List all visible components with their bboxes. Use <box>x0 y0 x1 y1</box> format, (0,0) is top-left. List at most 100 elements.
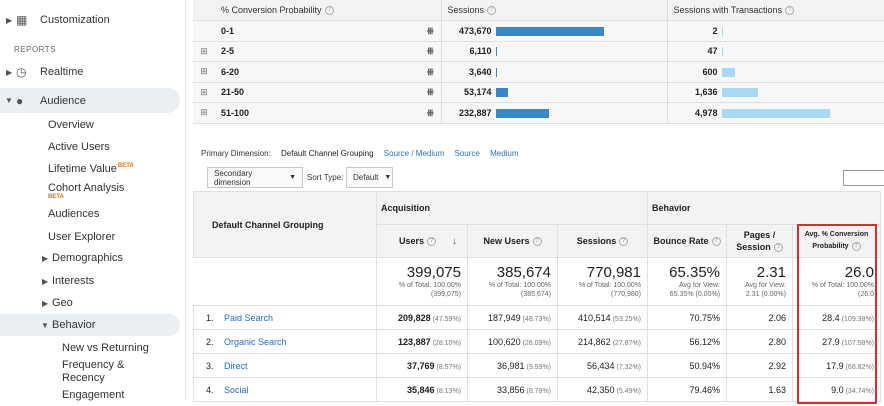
primary-dimension-label: Primary Dimension: <box>201 149 271 158</box>
help-icon[interactable]: ? <box>785 6 795 16</box>
dimension-link-medium[interactable]: Medium <box>490 149 519 158</box>
pivot-icon[interactable]: ⧻ <box>426 87 435 99</box>
sidebar-item-engagement[interactable]: Engagement <box>0 384 180 406</box>
transactions-bar <box>721 26 723 36</box>
users-cell: 209,828 (47.59%) <box>376 305 468 330</box>
total-sub: % of Total: 100.00% <box>578 282 641 289</box>
sessions-bar <box>495 47 497 57</box>
channel-link[interactable]: Organic Search <box>224 336 287 347</box>
sort-type-dropdown[interactable]: Default ▼ <box>346 167 393 188</box>
help-icon[interactable]: ? <box>851 241 861 251</box>
channel-link[interactable]: Paid Search <box>224 312 274 323</box>
total-bounce-rate: 65.35% Avg for View: 65.35% (0.00%) <box>647 257 727 306</box>
dimension-link-source[interactable]: Source <box>454 149 480 158</box>
cell-pct: (7.32%) <box>616 363 641 371</box>
cell-pct: (28.10%) <box>432 339 461 347</box>
sidebar-item-audiences[interactable]: Audiences <box>0 203 180 225</box>
table-row: 2. Organic Search 123,887 (28.10%) 100,620 (2… <box>193 329 881 354</box>
pivot-icon[interactable]: ⧻ <box>426 25 435 37</box>
channel-link[interactable]: Social <box>224 384 249 395</box>
transactions-value: 2 <box>712 25 718 36</box>
transactions-cell: 2 <box>667 20 884 42</box>
col-header-sessions[interactable]: Sessions? <box>441 0 668 21</box>
col-header-avg-conversion-probability[interactable]: Avg. % Conversion Probability? <box>792 224 881 258</box>
range-cell: 2-5 ⧻ <box>215 41 442 62</box>
col-header-pages-per-session[interactable]: Pages / Session? <box>726 224 793 258</box>
sidebar-item-customization[interactable]: ▶ ▦ Customization <box>0 9 180 31</box>
pivot-icon[interactable]: ⧻ <box>426 66 435 78</box>
sidebar-item-user-explorer[interactable]: User Explorer <box>0 226 180 248</box>
sidebar-item-frequency-recency[interactable]: Frequency & Recency <box>0 355 180 385</box>
dimension-link-source-medium[interactable]: Source / Medium <box>383 149 445 158</box>
table-row: 3. Direct 37,769 (8.57%) 36,981 (9.59%) 56,434… <box>193 353 881 378</box>
cell-pct: (53.25%) <box>612 315 641 323</box>
header-label: Session <box>736 242 771 252</box>
help-icon[interactable]: ? <box>487 6 497 16</box>
sidebar-item-active-users[interactable]: Active Users <box>0 136 180 158</box>
help-icon[interactable]: ? <box>427 236 437 246</box>
table-row: ⊞ 2-5 ⧻ 6,110 47 <box>193 41 884 62</box>
sidebar-item-demographics[interactable]: ▶ Demographics <box>0 247 180 269</box>
expand-icon[interactable]: ⊞ <box>193 41 215 62</box>
secondary-dimension-dropdown[interactable]: Secondary dimension ▼ <box>207 167 303 188</box>
sessions-cell: 214,862 (27.87%) <box>557 329 648 354</box>
range-cell: 51-100 ⧻ <box>215 102 442 124</box>
sidebar-item-realtime[interactable]: ▶ ◷ Realtime <box>0 61 180 83</box>
sort-arrow-down-icon[interactable]: ↓ <box>452 235 458 247</box>
expand-icon[interactable]: ⊞ <box>193 102 215 124</box>
cell-value: 1.63 <box>768 384 786 395</box>
row-number: 3. <box>206 360 214 371</box>
expand-icon[interactable]: ⊞ <box>193 82 215 103</box>
sidebar-item-overview[interactable]: Overview <box>0 114 180 136</box>
sidebar-item-label: Audiences <box>48 208 100 220</box>
help-icon[interactable]: ? <box>619 237 629 247</box>
channel-cell: 2. Organic Search <box>193 329 377 354</box>
col-header-users[interactable]: Users? ↓ <box>376 224 468 258</box>
beta-badge: BETA <box>117 163 134 170</box>
help-icon[interactable]: ? <box>711 237 721 247</box>
expand-icon[interactable] <box>193 20 215 42</box>
header-spacer <box>193 0 215 21</box>
col-header-bounce-rate[interactable]: Bounce Rate? <box>647 224 727 258</box>
col-header-conversion-probability[interactable]: % Conversion Probability? <box>215 0 442 21</box>
dropdown-label: Default <box>353 173 379 182</box>
sessions-bar <box>495 26 604 36</box>
clock-icon: ◷ <box>16 65 27 79</box>
transactions-value: 4,978 <box>694 107 718 118</box>
sessions-cell: 56,434 (7.32%) <box>557 353 648 378</box>
table-row: 0-1 ⧻ 473,670 2 <box>193 20 884 42</box>
sidebar-item-lifetime-value[interactable]: Lifetime ValueBETA <box>0 158 180 180</box>
col-header-new-users[interactable]: New Users? <box>467 224 558 258</box>
help-icon[interactable]: ? <box>324 6 334 16</box>
total-value: 385,674 <box>496 264 551 281</box>
sidebar-item-cohort-analysis[interactable]: Cohort Analysis BETA <box>0 177 180 203</box>
header-label: Users <box>399 235 425 246</box>
cell-value: 70.75% <box>689 312 720 323</box>
help-icon[interactable]: ? <box>532 237 542 247</box>
conversion-cell: 17.9 (68.82%) <box>792 353 881 378</box>
row-number: 4. <box>206 384 214 395</box>
pivot-icon[interactable]: ⧻ <box>426 46 435 58</box>
channel-link[interactable]: Direct <box>224 360 248 371</box>
sidebar-item-behavior[interactable]: ▼ Behavior <box>0 314 180 336</box>
chevron-down-icon: ▼ <box>5 96 13 105</box>
sessions-cell: 410,514 (53.25%) <box>557 305 648 330</box>
table-search-input[interactable] <box>843 170 884 186</box>
total-new-users: 385,674% of Total: 100.00% (385,674) <box>467 257 558 306</box>
table-row: ⊞ 51-100 ⧻ 232,887 4,978 <box>193 102 884 124</box>
help-icon[interactable]: ? <box>773 243 783 253</box>
new-users-cell: 100,620 (26.09%) <box>467 329 558 354</box>
col-header-sessions-table[interactable]: Sessions? <box>557 224 648 258</box>
sidebar-item-new-vs-returning[interactable]: New vs Returning <box>0 337 180 359</box>
pivot-icon[interactable]: ⧻ <box>426 107 435 119</box>
sidebar-item-audience[interactable]: ▼ ● Audience <box>0 88 180 113</box>
table-row: 4. Social 35,846 (8.13%) 33,856 (8.78%) 42,350… <box>193 377 881 402</box>
sidebar-item-interests[interactable]: ▶ Interests <box>0 270 180 292</box>
cell-value: 35,846 <box>406 384 435 395</box>
table-row: 1. Paid Search 209,828 (47.59%) 187,949 (48.7… <box>193 305 881 330</box>
sidebar-item-geo[interactable]: ▶ Geo <box>0 292 180 314</box>
channel-cell: 4. Social <box>193 377 377 402</box>
col-header-sessions-with-transactions[interactable]: Sessions with Transactions? <box>667 0 884 21</box>
expand-icon[interactable]: ⊞ <box>193 61 215 83</box>
range-value: 0-1 <box>221 25 235 36</box>
